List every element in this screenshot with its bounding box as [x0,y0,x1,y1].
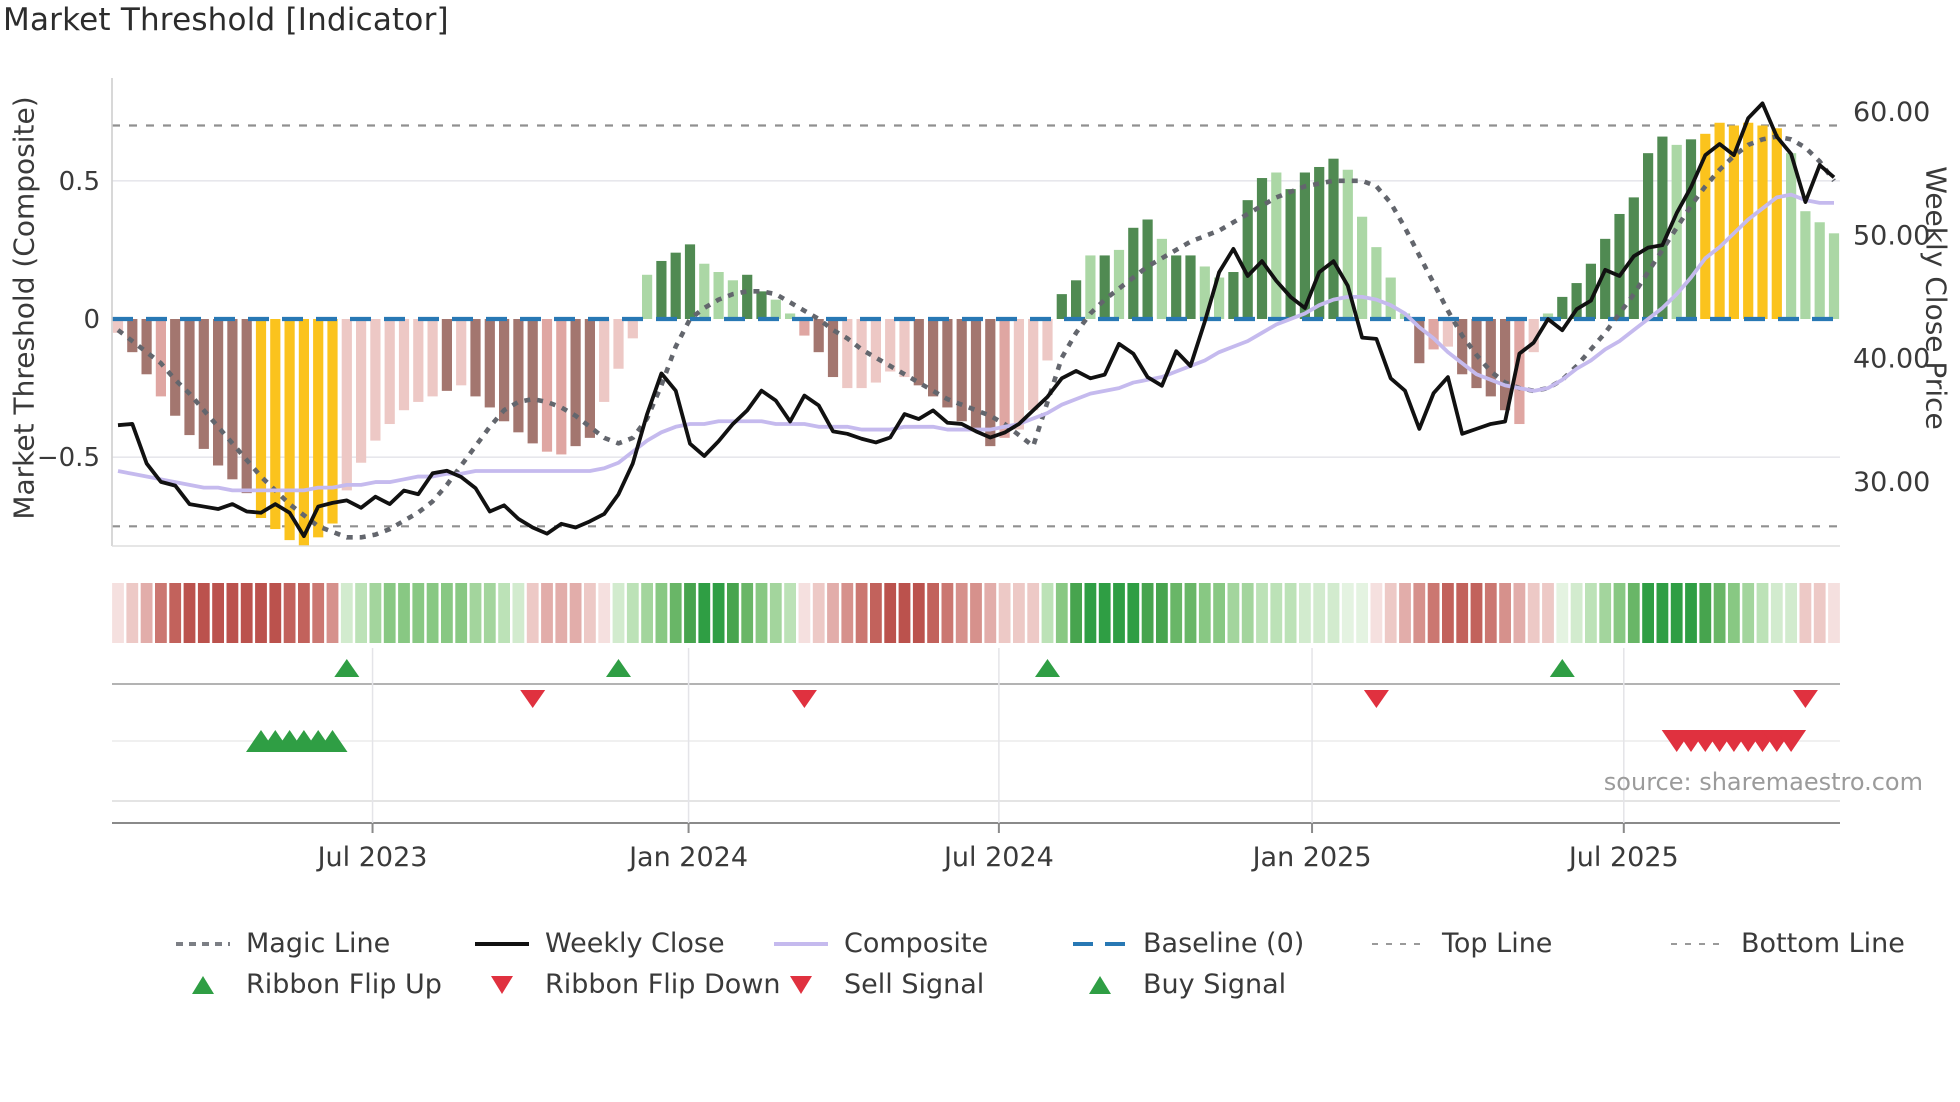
legend-item-weekly-close: Weekly Close [475,928,774,959]
signal-ribbon [112,583,1840,643]
legend-item-bottom-line: Bottom Line [1671,928,1960,959]
legend-row-2: Ribbon Flip Up Ribbon Flip Down Sell Sig… [176,969,1960,1000]
legend-label-composite: Composite [844,928,989,959]
right-tick-label: 60.00 [1853,97,1930,128]
frame-lines [111,78,1840,824]
buy-signal-icon [1073,973,1127,997]
legend-label-sell-signal: Sell Signal [844,969,985,1000]
legend-item-ribbon-flip-down: Ribbon Flip Down [475,969,781,1000]
baseline-swatch [1073,932,1127,956]
main-gridlines [112,180,1840,459]
composite-swatch [774,932,828,956]
right-axis-title: Weekly Close Price [1919,166,1953,430]
magic-line-swatch [176,932,230,956]
legend-label-top-line: Top Line [1442,928,1553,959]
legend-label-ribbon-flip-up: Ribbon Flip Up [246,969,442,1000]
x-tick-label: Jul 2024 [942,842,1054,873]
x-tick-label: Jul 2023 [316,842,428,873]
page-title: Market Threshold [Indicator] [3,2,449,38]
sell-signal-icon [774,973,828,997]
left-axis-title: Market Threshold (Composite) [7,96,41,520]
legend-label-ribbon-flip-down: Ribbon Flip Down [545,969,781,1000]
chart-legend: Magic Line Weekly Close Composite Baseli… [176,928,1960,1010]
right-tick-label: 30.00 [1853,467,1930,498]
top-line-swatch [1372,932,1426,956]
ribbon-flip-down-markers [520,690,1818,708]
legend-item-sell-signal: Sell Signal [774,969,1073,1000]
weekly-close-swatch [475,932,529,956]
right-tick-label: 50.00 [1853,220,1930,251]
right-tick-label: 40.00 [1853,344,1930,375]
weekly-close-series [117,101,1836,539]
legend-item-buy-signal: Buy Signal [1073,969,1372,1000]
legend-item-ribbon-flip-up: Ribbon Flip Up [176,969,475,1000]
legend-label-baseline: Baseline (0) [1143,928,1305,959]
legend-label-bottom-line: Bottom Line [1741,928,1905,959]
sell-signal-markers [1661,730,1807,752]
legend-item-composite: Composite [774,928,1073,959]
threshold-bars [112,122,1840,546]
left-axis-ticks: 0.5 0 −0.5 [37,167,100,473]
source-credit: source: sharemaestro.com [1603,768,1923,796]
ribbon-flip-up-markers [334,659,1575,677]
ribbon-flip-down-icon [475,973,529,997]
legend-item-magic-line: Magic Line [176,928,475,959]
left-tick-label: 0.5 [59,167,100,197]
legend-label-magic-line: Magic Line [246,928,391,959]
buy-signal-markers [246,730,348,752]
left-tick-label: −0.5 [37,443,100,473]
x-tick-label: Jan 2024 [627,842,748,873]
legend-row-1: Magic Line Weekly Close Composite Baseli… [176,928,1960,959]
x-axis: Jul 2023 Jan 2024 Jul 2024 Jan 2025 Jul 2025 [316,648,1679,873]
bottom-line-swatch [1671,932,1725,956]
x-tick-label: Jan 2025 [1251,842,1372,873]
ribbon-flip-up-icon [176,973,230,997]
right-axis-ticks: 60.00 50.00 40.00 30.00 [1853,97,1930,498]
left-tick-label: 0 [83,305,100,335]
legend-item-baseline: Baseline (0) [1073,928,1372,959]
x-tick-label: Jul 2025 [1567,842,1679,873]
legend-label-weekly-close: Weekly Close [545,928,725,959]
legend-label-buy-signal: Buy Signal [1143,969,1287,1000]
legend-item-top-line: Top Line [1372,928,1671,959]
